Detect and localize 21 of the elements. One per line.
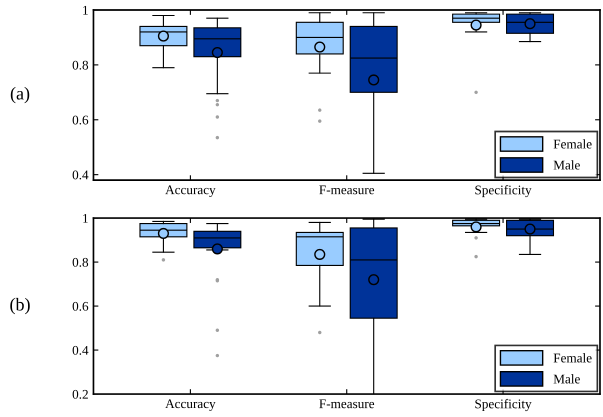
legend-label: Female [554, 139, 592, 149]
x-tick-label: F-measure [319, 399, 374, 408]
x-tick-label: Accuracy [165, 185, 216, 197]
y-tick-label: 0.4 [72, 170, 88, 180]
y-tick-label: 0.6 [72, 116, 88, 125]
x-tick-label: Specificity [475, 185, 532, 198]
text: Male [554, 374, 580, 384]
legend-label: Male [554, 160, 580, 170]
y-tick-label: 0.8 [72, 60, 88, 70]
y-tick-label: 1 [83, 214, 88, 223]
y-tick-label: 0.8 [72, 258, 88, 267]
text: (a) [10, 86, 30, 104]
y-tick-label: 0.2 [72, 390, 88, 399]
legend-label: Female [554, 353, 592, 362]
x-tick-label: Specificity [475, 398, 532, 412]
y-tick-label: 1 [83, 6, 88, 15]
text: (b) [10, 298, 30, 314]
x-tick-label: Accuracy [165, 399, 216, 411]
y-tick-label: 0.6 [72, 302, 88, 311]
y-tick-label: 0.4 [72, 346, 88, 355]
x-tick-label: F-measure [319, 186, 374, 194]
